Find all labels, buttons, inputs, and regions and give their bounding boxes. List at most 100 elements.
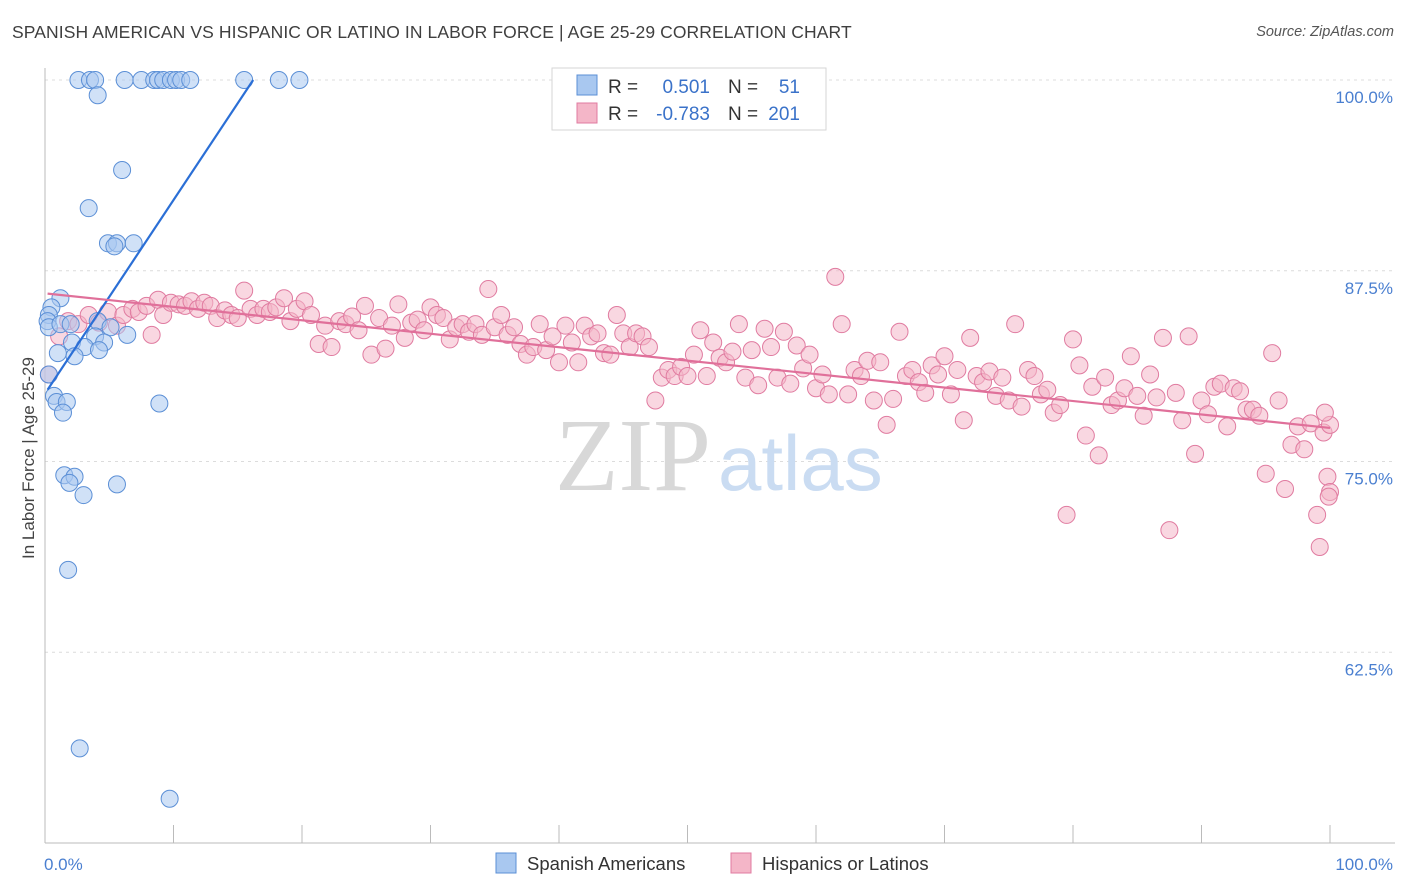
data-point <box>864 391 883 410</box>
data-point <box>1147 388 1166 407</box>
axes <box>44 68 1395 844</box>
data-point <box>382 316 401 335</box>
data-point <box>101 318 120 337</box>
data-point <box>1038 380 1057 399</box>
data-point <box>505 318 524 337</box>
data-point <box>1134 406 1153 425</box>
legend-r-label-1: R = <box>608 77 638 98</box>
data-point <box>704 333 723 352</box>
data-point <box>1301 414 1320 433</box>
legend-n-value-2: 201 <box>768 104 800 125</box>
data-point <box>1076 426 1095 445</box>
bottom-legend: Spanish Americans Hispanics or Latinos <box>495 852 929 874</box>
data-point <box>826 267 845 286</box>
data-point <box>59 560 78 579</box>
y-tick-label: 87.5% <box>1345 279 1393 298</box>
data-point <box>1025 367 1044 386</box>
data-point <box>113 161 132 180</box>
y-tick-label: 100.0% <box>1335 88 1393 107</box>
watermark-zip: ZIP <box>555 398 711 513</box>
data-point <box>530 315 549 334</box>
data-point <box>290 71 309 89</box>
y-tick-label: 62.5% <box>1345 660 1393 679</box>
data-point <box>118 325 137 344</box>
data-point <box>269 71 288 89</box>
data-point <box>181 71 200 89</box>
data-point <box>1173 411 1192 430</box>
y-axis-label: In Labor Force | Age 25-29 <box>19 357 38 559</box>
data-point <box>1319 487 1338 506</box>
data-point <box>871 353 890 372</box>
data-point <box>1256 464 1275 483</box>
data-point <box>1070 356 1089 375</box>
trend-lines <box>46 79 1331 430</box>
data-point <box>678 367 697 386</box>
data-point <box>961 328 980 347</box>
legend-box: R = 0.501 N = 51 R = -0.783 N = 201 <box>551 67 827 131</box>
data-point <box>543 327 562 346</box>
data-point <box>88 86 107 105</box>
data-point <box>851 367 870 386</box>
data-point <box>160 789 179 808</box>
data-point <box>1096 368 1115 387</box>
data-point <box>1128 386 1147 405</box>
trend-line <box>47 292 1331 430</box>
data-point <box>479 280 498 299</box>
y-tick-label: 75.0% <box>1345 470 1393 489</box>
data-point <box>1276 479 1295 498</box>
data-point <box>79 199 98 218</box>
legend-swatch-pink <box>576 102 598 124</box>
legend-r-value-2: -0.783 <box>656 104 710 125</box>
data-point <box>569 353 588 372</box>
data-point <box>105 237 124 256</box>
data-point <box>839 385 858 404</box>
data-point <box>70 739 89 758</box>
data-point <box>142 325 161 344</box>
data-point <box>697 367 716 386</box>
data-point <box>107 475 126 494</box>
data-point <box>556 316 575 335</box>
data-point <box>48 344 67 363</box>
data-point <box>355 296 374 315</box>
data-point <box>890 322 909 341</box>
legend-r-value-1: 0.501 <box>662 77 710 98</box>
data-point <box>646 391 665 410</box>
data-point <box>550 353 568 372</box>
data-point <box>1006 315 1025 334</box>
legend-swatch-blue <box>576 74 598 96</box>
data-point <box>89 341 108 360</box>
data-point <box>684 345 703 364</box>
data-point <box>762 338 781 357</box>
data-point <box>349 321 368 340</box>
data-point <box>389 295 408 314</box>
data-point <box>774 322 793 341</box>
data-point <box>1160 521 1179 540</box>
data-point <box>492 306 511 325</box>
data-point <box>562 333 581 352</box>
data-point <box>1308 505 1327 524</box>
legend-n-label-1: N = <box>728 77 758 98</box>
data-point <box>916 383 935 402</box>
tick-labels: 100.0% 87.5% 75.0% 62.5% 0.0% 100.0% <box>44 88 1393 874</box>
data-point <box>884 389 903 408</box>
data-point <box>729 315 748 334</box>
data-point <box>691 321 710 340</box>
data-point <box>376 339 395 358</box>
data-point <box>639 338 658 357</box>
data-point <box>1231 382 1250 401</box>
legend-n-label-2: N = <box>728 104 758 125</box>
data-point <box>1057 505 1076 524</box>
x-tick-label: 100.0% <box>1335 855 1393 874</box>
data-point <box>61 315 80 334</box>
data-point <box>1315 403 1334 422</box>
data-point <box>124 234 143 253</box>
data-point <box>607 306 626 325</box>
data-point <box>755 319 774 338</box>
data-point <box>86 71 105 89</box>
data-point <box>588 324 607 343</box>
data-point <box>1179 327 1198 346</box>
data-point <box>74 486 93 505</box>
data-point <box>1218 417 1237 436</box>
data-point <box>301 306 320 325</box>
data-point <box>941 385 960 404</box>
